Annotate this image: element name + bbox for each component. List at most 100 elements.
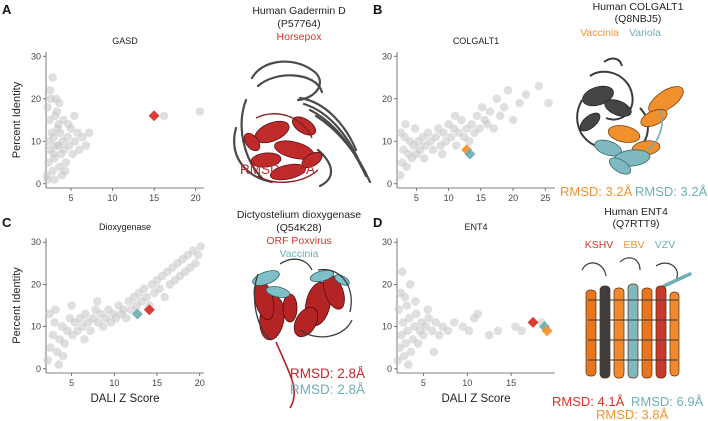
y-tick-label: 0: [36, 364, 41, 374]
data-point: [401, 119, 410, 129]
data-point: [423, 128, 433, 138]
data-point: [413, 339, 423, 348]
data-point: [508, 115, 518, 125]
data-point: [464, 136, 474, 146]
x-tick-label: 15: [149, 193, 159, 203]
data-point: [395, 343, 404, 352]
data-point: [431, 318, 440, 327]
x-axis-label: DALI Z Score: [90, 393, 159, 405]
data-point: [155, 284, 164, 293]
data-point: [472, 111, 482, 121]
y-tick-label: 30: [31, 237, 41, 247]
data-point: [61, 158, 71, 167]
data-point: [67, 301, 76, 310]
data-point: [50, 318, 59, 327]
data-point: [410, 124, 420, 133]
panel-letter-d: D: [373, 215, 382, 230]
scatter-plot-ent4: ENT4 0 10 20 30 5 10 15 DALI Z Score: [382, 222, 555, 405]
structure-title-line1: Human ENT4: [604, 206, 668, 218]
y-tick-label: 10: [31, 322, 41, 332]
data-point: [449, 318, 459, 327]
chart-title: GASD: [112, 36, 138, 46]
data-point: [54, 141, 63, 150]
data-point: [421, 322, 431, 331]
data-point: [69, 111, 79, 121]
data-point: [68, 149, 77, 159]
x-tick-label: 10: [462, 378, 472, 388]
x-tick-label: 10: [109, 378, 119, 388]
data-point: [411, 296, 420, 306]
rmsd-label-vaccinia: RMSD: 2.8Å: [290, 382, 365, 397]
protein-structure-gadermin-d: [233, 60, 372, 188]
data-point: [544, 98, 553, 108]
data-point: [74, 145, 84, 155]
data-point: [534, 81, 544, 91]
data-point: [160, 292, 170, 302]
data-point: [511, 322, 520, 331]
data-point: [92, 296, 102, 306]
data-point: [521, 90, 531, 99]
data-point: [517, 326, 526, 336]
data-point: [484, 330, 494, 340]
data-point: [443, 326, 453, 336]
data-point: [58, 351, 68, 361]
data-point: [48, 73, 57, 82]
x-tick-label: 5: [421, 378, 426, 388]
structure-title-line2: (P57764): [277, 18, 320, 30]
data-point: [45, 343, 55, 352]
y-tick-label: 20: [382, 279, 392, 289]
highlight-point: [541, 325, 553, 337]
data-point: [78, 132, 87, 142]
data-point: [397, 330, 406, 340]
panel-b: B COLGALT1 0 10 20 30 5 10 15 20 25 Human COLGALT…: [373, 1, 708, 203]
y-tick-label: 0: [36, 179, 41, 189]
data-point: [429, 347, 439, 357]
y-tick-label: 30: [382, 51, 392, 61]
protein-structure-dioxygenase: [252, 258, 353, 409]
protein-structure-colgalt1: [576, 57, 684, 175]
data-point: [394, 305, 404, 315]
highlight-point: [464, 148, 476, 160]
data-point: [396, 128, 406, 138]
data-point: [403, 326, 412, 336]
y-tick-label: 20: [31, 94, 41, 104]
panel-letter-a: A: [2, 2, 12, 17]
data-point: [402, 162, 411, 172]
data-point: [63, 132, 72, 142]
chart-title: COLGALT1: [453, 36, 499, 46]
data-point: [503, 85, 513, 95]
structure-title-line2: (Q54K28): [276, 222, 322, 234]
panel-letter-b: B: [373, 2, 382, 17]
data-point: [450, 111, 460, 121]
data-point: [400, 292, 410, 302]
data-point: [49, 149, 58, 159]
data-point: [43, 175, 52, 184]
data-point: [477, 102, 487, 112]
x-tick-label: 20: [508, 193, 518, 203]
data-point: [402, 301, 411, 310]
virus-label-variola: Variola: [629, 27, 661, 39]
data-point: [404, 360, 413, 369]
data-point: [431, 132, 440, 142]
virus-label-horsepox: Horsepox: [277, 31, 323, 43]
data-point: [419, 153, 429, 163]
data-point: [45, 309, 54, 319]
data-point: [193, 250, 203, 260]
data-point: [492, 94, 502, 104]
y-tick-label: 0: [387, 179, 392, 189]
highlight-point: [527, 316, 539, 328]
data-point: [84, 128, 94, 138]
scatter-plot-gasd: GASD 0 10 20 30 5 10 15 20 Percent Identity: [11, 36, 205, 203]
panel-c: C Dioxygenase 0 10 20 30 5 10 15 20 Percent Ident…: [2, 209, 365, 409]
data-point: [446, 132, 456, 142]
data-point: [191, 259, 200, 268]
x-tick-label: 10: [108, 193, 118, 203]
data-point: [45, 85, 55, 95]
data-point: [51, 305, 60, 315]
data-point: [427, 326, 437, 336]
data-point: [43, 102, 52, 112]
data-point: [437, 149, 447, 159]
data-point: [475, 124, 484, 133]
panel-d: D ENT4 0 10 20 30 5 10 15 DALI Z Score Human ENT…: [373, 206, 704, 421]
virus-label-orf-poxvirus: ORF Poxvirus: [266, 235, 331, 247]
